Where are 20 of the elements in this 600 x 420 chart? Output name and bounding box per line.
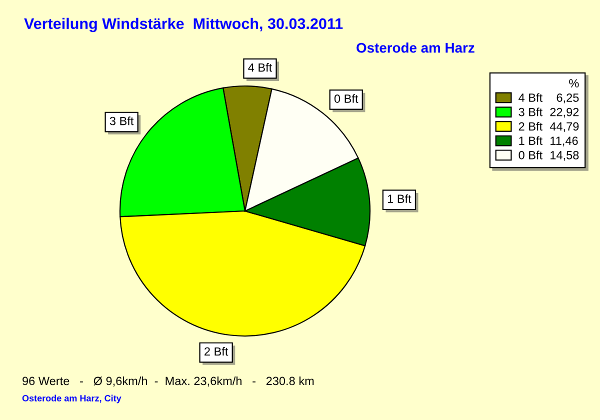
legend-title: % [569, 79, 579, 88]
legend-label: 4 Bft [518, 93, 542, 102]
data-label: 22,92 [550, 108, 579, 118]
data-label: 44,79 [550, 122, 579, 132]
legend-label: 0 Bft [518, 150, 542, 160]
data-label: 14,58 [550, 150, 579, 161]
data-label: 11,46 [550, 136, 578, 146]
slice-label: 0 Bft [334, 94, 358, 103]
text: 96 Werte - Ø 9,6km/h - Max. 23,6km/h - 230.8 km [22, 376, 314, 387]
legend-label: 1 Bft [519, 136, 542, 145]
chart-title: Verteilung Windstärke Mittwoch, 30.03.2011 [24, 18, 343, 32]
slice-label: 3 Bft [110, 116, 134, 126]
slice-label: 1 Bft [388, 194, 412, 204]
legend-label: 3 Bft [518, 108, 542, 116]
slice-label: 2 Bft [204, 347, 228, 356]
data-label: 6,25 [556, 93, 579, 104]
chart-subtitle: Osterode am Harz [356, 42, 474, 53]
legend-label: 2 Bft [518, 122, 542, 131]
text: Osterode am Harz, City [22, 394, 122, 404]
slice-label: 4 Bft [248, 63, 272, 72]
